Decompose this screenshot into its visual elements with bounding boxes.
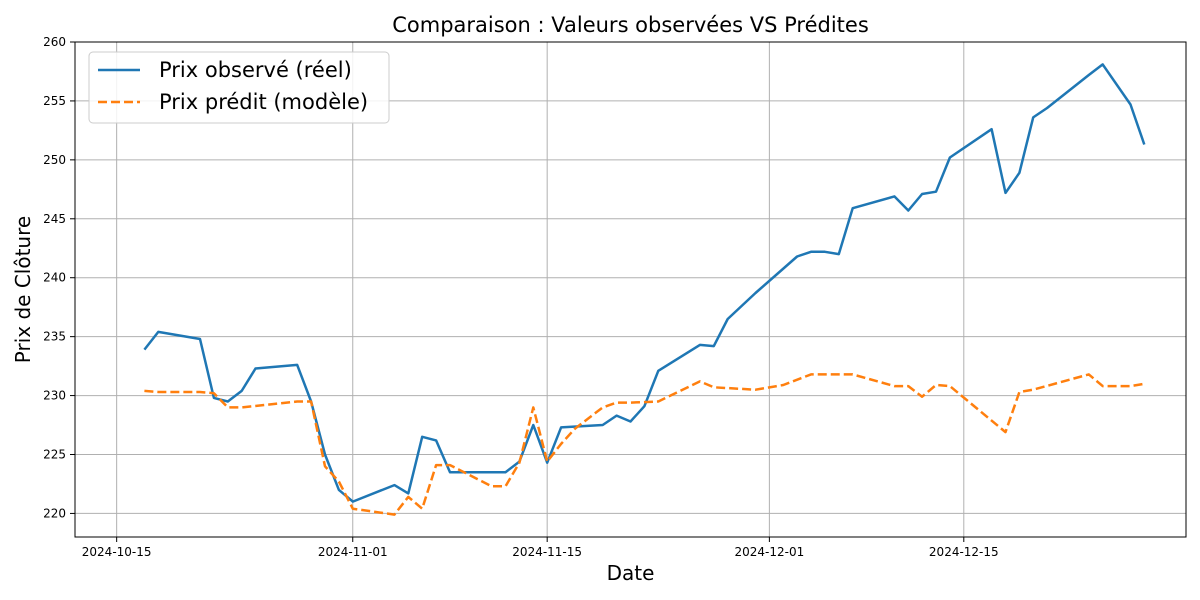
plot-area-frame [74, 41, 1187, 538]
x-tick-label: 2024-12-01 [735, 545, 805, 559]
y-tick-label: 240 [43, 271, 66, 285]
y-tick-label: 230 [43, 389, 66, 403]
x-tick-label: 2024-11-15 [512, 545, 582, 559]
x-axis-title: Date [607, 561, 655, 585]
y-tick-label: 260 [43, 35, 66, 49]
y-tick-label: 235 [43, 330, 66, 344]
legend-label-predicted: Prix prédit (modèle) [159, 90, 368, 114]
series-line-observed [143, 63, 1146, 503]
x-tick-label: 2024-10-15 [82, 545, 152, 559]
series-lines [143, 63, 1146, 516]
legend-box [88, 51, 390, 124]
x-tick-label: 2024-11-01 [318, 545, 388, 559]
y-tick-label: 225 [43, 448, 66, 462]
y-tick-label: 245 [43, 212, 66, 226]
axis-ticks: 2024-10-15 2024-11-01 2024-11-15 2024-12-01… [43, 35, 999, 559]
y-axis-title: Prix de Clôture [11, 216, 35, 363]
legend: Prix observé (réel) Prix prédit (modèle) [88, 51, 390, 124]
series-line-predicted [144, 373, 1145, 516]
y-tick-label: 255 [43, 94, 66, 108]
x-tick-label: 2024-12-15 [929, 545, 999, 559]
y-tick-label: 220 [43, 506, 66, 520]
y-tick-label: 250 [43, 153, 66, 167]
chart-title: Comparaison : Valeurs observées VS Prédi… [392, 13, 869, 37]
legend-label-observed: Prix observé (réel) [159, 58, 352, 82]
